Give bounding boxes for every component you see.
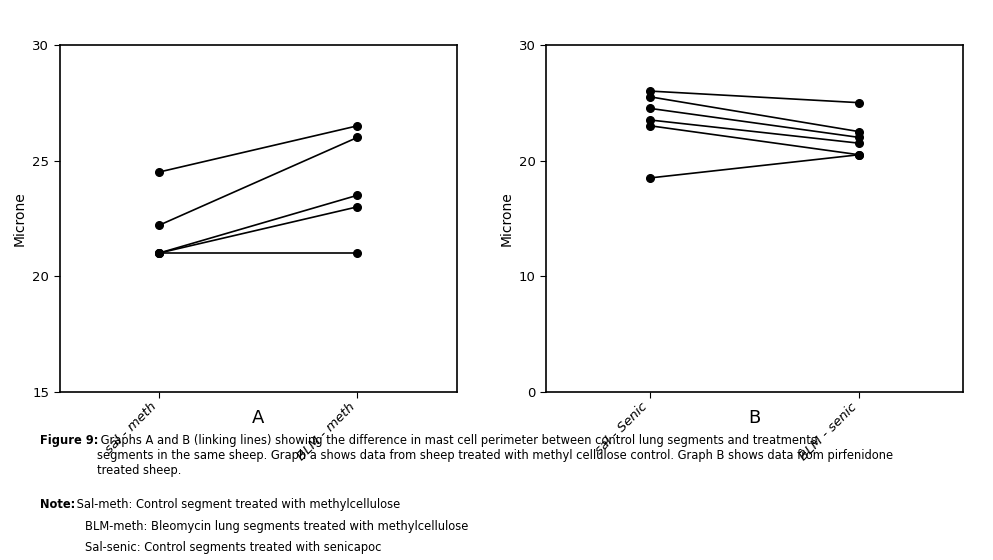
Y-axis label: Microne: Microne [13, 191, 27, 246]
Text: BLM-meth: Bleomycin lung segments treated with methylcellulose: BLM-meth: Bleomycin lung segments treate… [85, 520, 469, 533]
Y-axis label: Microne: Microne [499, 191, 513, 246]
Text: Note:: Note: [40, 498, 74, 511]
Text: Sal-meth: Control segment treated with methylcellulose: Sal-meth: Control segment treated with m… [73, 498, 401, 511]
Text: Figure 9:: Figure 9: [40, 434, 98, 447]
Text: B: B [749, 409, 761, 427]
Text: Sal-senic: Control segments treated with senicapoc: Sal-senic: Control segments treated with… [85, 541, 382, 554]
Text: A: A [252, 409, 264, 427]
Text: Graphs A and B (linking lines) showing the difference in mast cell perimeter bet: Graphs A and B (linking lines) showing t… [97, 434, 894, 477]
